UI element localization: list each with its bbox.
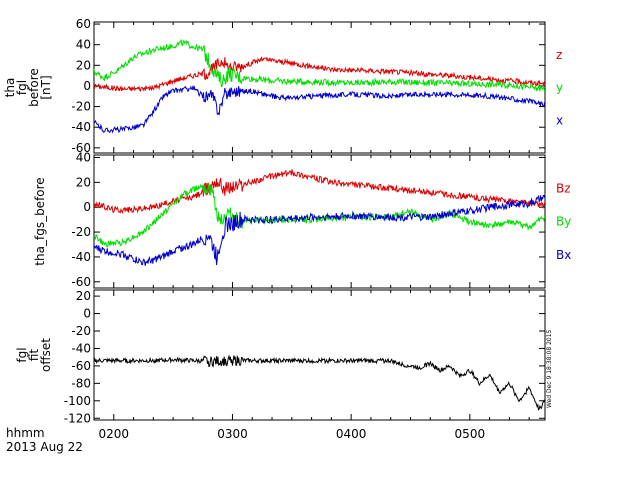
y-tick-label: -60 xyxy=(71,359,91,373)
y-tick-label: -40 xyxy=(71,341,91,355)
panel-3-frame xyxy=(93,289,546,421)
legend-y: y xyxy=(556,81,563,95)
series-line-y xyxy=(94,38,545,92)
x-tick-label: 0500 xyxy=(455,427,486,441)
series-line-bx xyxy=(94,195,545,266)
legend-bz: Bz xyxy=(556,181,571,195)
series-line-bz xyxy=(94,169,545,214)
legend-by: By xyxy=(556,215,571,229)
y-tick-label: -80 xyxy=(71,376,91,390)
timestamp: Wed Dec 9 18:38:08 2015 xyxy=(546,329,553,408)
panel-1-frame xyxy=(93,21,546,154)
y-tick-label: 20 xyxy=(76,175,91,189)
legend-x: x xyxy=(556,113,563,127)
y-tick-label: 0 xyxy=(83,307,91,321)
y-tick-label: -60 xyxy=(71,275,91,289)
panel-3-ylabel: fit xyxy=(27,349,41,362)
panel-2-ylabel: tha_fgs_before xyxy=(33,177,47,265)
series-line-z xyxy=(94,56,545,93)
x-tick-label: 0200 xyxy=(99,427,130,441)
y-tick-label: -120 xyxy=(64,411,91,425)
y-tick-label: -60 xyxy=(71,141,91,155)
x-tick-label: 0300 xyxy=(217,427,248,441)
y-tick-label: -20 xyxy=(71,100,91,114)
panel-3-ylabel: offset xyxy=(39,338,53,372)
legend-z: z xyxy=(556,48,562,62)
y-tick-label: 20 xyxy=(76,289,91,303)
y-tick-label: 60 xyxy=(76,17,91,31)
x-axis-caption: hhmm xyxy=(6,426,45,440)
panel-1-ylabel: tha xyxy=(3,78,17,98)
y-tick-label: 0 xyxy=(83,200,91,214)
y-tick-label: 20 xyxy=(76,58,91,72)
y-tick-label: -20 xyxy=(71,324,91,338)
panel-1-ylabel: before xyxy=(27,68,41,107)
panel-3-ylabel: fgl xyxy=(15,347,29,362)
panel-1-ylabel: [nT] xyxy=(39,75,53,99)
panel-2-frame xyxy=(93,154,546,289)
x-axis-date: 2013 Aug 22 xyxy=(6,440,83,454)
x-tick-label: 0400 xyxy=(336,427,367,441)
y-tick-label: -40 xyxy=(71,120,91,134)
y-tick-label: 40 xyxy=(76,38,91,52)
y-tick-label: -20 xyxy=(71,225,91,239)
series-line-offset xyxy=(94,354,545,411)
panel-1-ylabel: fgl xyxy=(15,80,29,95)
y-tick-label: -40 xyxy=(71,250,91,264)
legend-bx: Bx xyxy=(556,248,571,262)
y-tick-label: -100 xyxy=(64,394,91,408)
y-tick-label: 0 xyxy=(83,79,91,93)
series-line-x xyxy=(94,85,545,134)
y-tick-label: 40 xyxy=(76,150,91,164)
